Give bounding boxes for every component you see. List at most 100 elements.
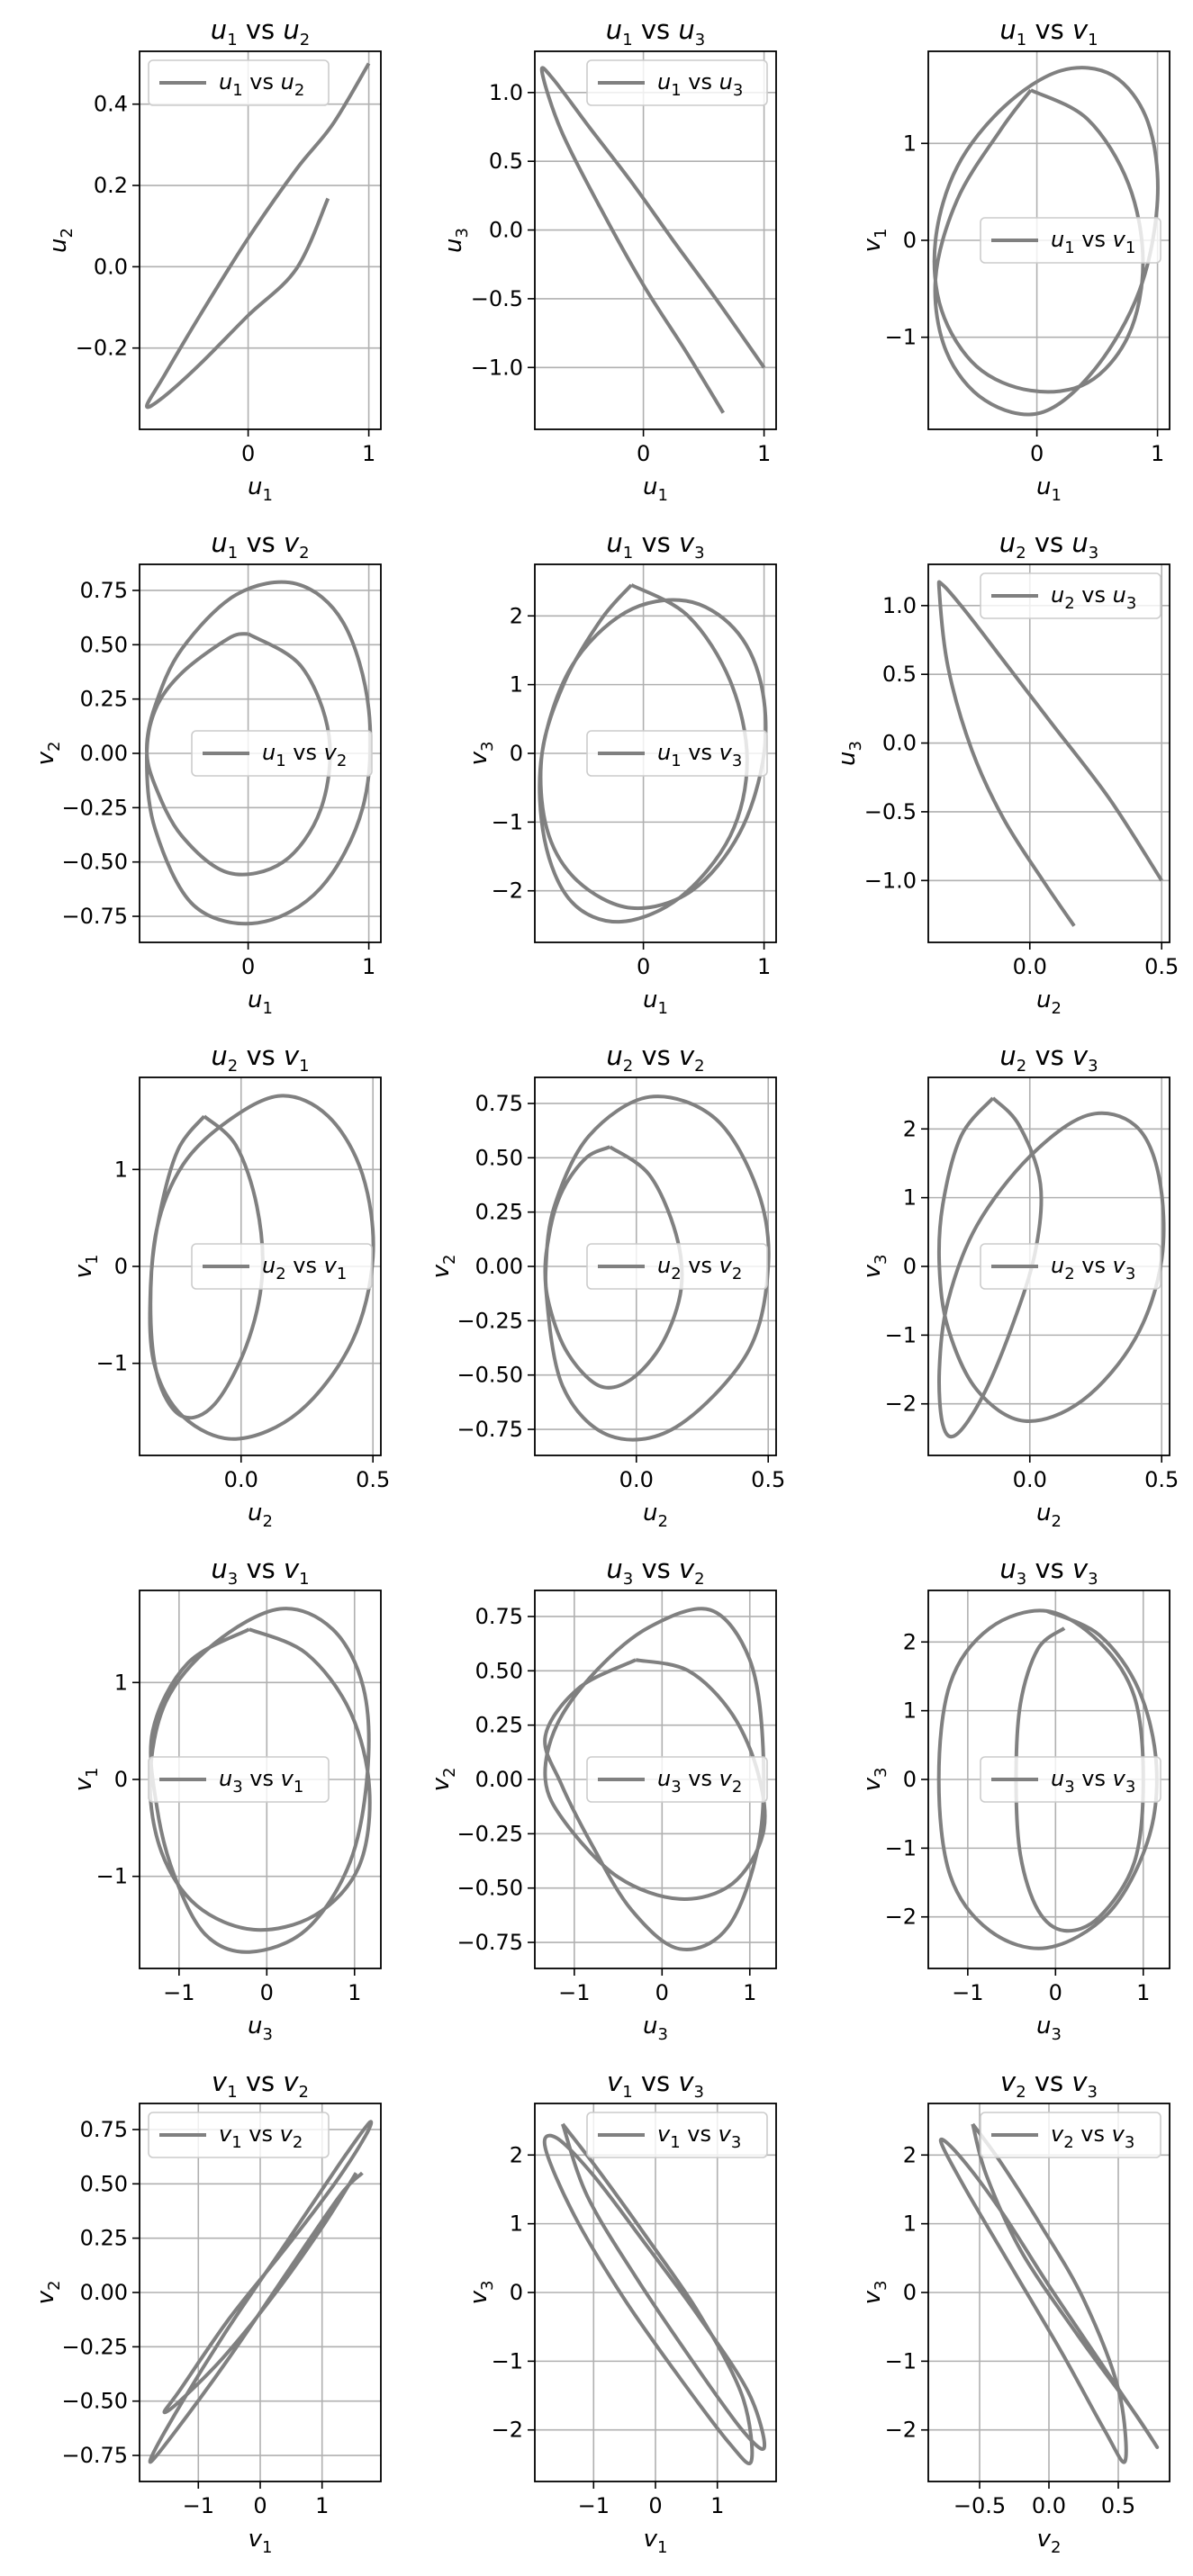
y-tick-label: 1 [903, 1698, 917, 1724]
series-line [538, 583, 768, 924]
x-tick-label: 0.0 [1013, 1467, 1047, 1492]
subplot-u1-u3: 0 1 −1.0 −0.5 0.0 0.5 1.0 u1 vs u3 u1 u3 u1 vs u3 [440, 14, 777, 505]
y-tick-label: 1 [903, 1185, 917, 1211]
y-tick-label: 0.00 [475, 1254, 523, 1279]
x-axis-label: u1 [248, 986, 273, 1018]
x-tick-label: 0 [260, 1980, 274, 2005]
y-tick-label: −1 [885, 2348, 917, 2373]
x-tick-label: 0.0 [224, 1467, 258, 1492]
y-tick-label: −0.5 [471, 286, 523, 311]
series-line [539, 66, 766, 414]
x-axis-label: u3 [248, 2013, 273, 2044]
y-tick-label: 0.75 [80, 2117, 128, 2142]
y-tick-label: 0.25 [80, 687, 128, 712]
x-tick-label: 1 [757, 954, 771, 979]
legend: u2 vs v2 [586, 1243, 768, 1290]
y-axis-label: v3 [859, 2281, 890, 2305]
subplot-u3-v1: −1 0 1 −1 0 1 u3 vs v1 u3 v1 u3 vs v1 [70, 1554, 382, 2044]
y-tick-label: −0.25 [456, 1821, 523, 1846]
y-tick-label: 0.5 [489, 149, 523, 174]
y-tick-label: 2 [903, 1116, 917, 1141]
legend: u2 vs v1 [191, 1243, 373, 1290]
series-line [936, 1096, 1166, 1439]
y-tick-label: −0.25 [456, 1308, 523, 1333]
y-tick-label: −0.5 [864, 799, 917, 824]
x-tick-label: −0.5 [953, 2493, 1006, 2518]
y-tick-label: 1 [114, 1157, 128, 1182]
subplot-u1-v3: 0 1 −2 −1 0 1 2 u1 vs v3 u1 v3 u1 vs v3 [465, 527, 777, 1018]
y-tick-label: 2 [510, 2142, 523, 2167]
x-tick-label: 0.5 [1101, 2493, 1135, 2518]
y-tick-label: 0 [903, 228, 917, 253]
y-axis-label: v2 [428, 1768, 459, 1792]
y-tick-label: −0.75 [456, 1417, 523, 1442]
x-axis-label: u2 [1036, 986, 1062, 1018]
y-tick-label: −0.50 [456, 1876, 523, 1901]
legend-label: u2 vs v2 [657, 1253, 742, 1283]
x-tick-label: 0 [241, 441, 255, 466]
y-tick-label: 1 [510, 672, 523, 698]
subplot-u1-v1: 0 1 −1 0 1 u1 vs v1 u1 v1 u1 vs v1 [859, 14, 1170, 505]
legend-box [586, 730, 768, 777]
subplot-u3-v3: −1 0 1 −2 −1 0 1 2 u3 vs v3 u3 v3 u3 vs v3 [859, 1554, 1170, 2044]
subplot-title: u2 vs v2 [606, 1040, 704, 1076]
legend-box [980, 1243, 1161, 1290]
legend-box [148, 1756, 330, 1803]
y-tick-label: 2 [903, 2142, 917, 2167]
y-tick-label: −2 [885, 1392, 917, 1417]
y-axis-label: v1 [859, 229, 890, 253]
y-tick-label: −2 [885, 2418, 917, 2443]
series-line [938, 2122, 1160, 2464]
y-tick-label: 0.0 [94, 254, 128, 279]
subplot-u1-u2: 0 1 −0.2 0.0 0.2 0.4 u1 vs u2 u1 u2 u1 vs u2 [45, 14, 382, 505]
subplot-title: u2 vs v1 [211, 1040, 309, 1076]
legend-box [586, 59, 768, 106]
y-tick-label: 0.50 [475, 1658, 523, 1683]
legend: u2 vs v3 [980, 1243, 1161, 1290]
subplot-v1-v3: −1 0 1 −2 −1 0 1 2 v1 vs v3 v1 v3 v1 vs v3 [465, 2067, 777, 2557]
x-tick-label: 0.0 [1013, 954, 1047, 979]
legend-box [980, 217, 1161, 264]
x-tick-label: 1 [743, 1980, 756, 2005]
x-tick-label: 1 [757, 441, 771, 466]
axes-frame [139, 50, 382, 430]
y-tick-label: 0 [114, 1767, 128, 1792]
y-tick-label: 0 [903, 1254, 917, 1279]
series-line [148, 1607, 372, 1954]
x-tick-label: 1 [348, 1980, 361, 2005]
y-tick-label: 0.25 [475, 1200, 523, 1225]
y-tick-label: −2 [885, 1905, 917, 1930]
y-tick-label: −1 [492, 809, 523, 834]
x-tick-label: 0 [655, 1980, 669, 2005]
x-axis-label: u2 [643, 1500, 668, 1531]
series-line [543, 1607, 767, 1951]
subplot-title: u1 vs v3 [606, 527, 704, 563]
legend: u3 vs v3 [980, 1756, 1161, 1803]
x-tick-label: 1 [362, 441, 375, 466]
x-tick-label: 1 [315, 2493, 329, 2518]
x-tick-label: 0 [637, 441, 650, 466]
legend-label: v1 vs v3 [657, 2121, 741, 2152]
y-tick-label: 1 [114, 1670, 128, 1695]
x-axis-label: u3 [643, 2013, 668, 2044]
x-tick-label: −1 [163, 1980, 194, 2005]
legend-box [980, 1756, 1161, 1803]
y-tick-label: 2 [510, 603, 523, 628]
series-line [148, 2120, 374, 2464]
y-tick-label: 1.0 [489, 80, 523, 105]
subplot-title: u1 vs u3 [606, 14, 705, 50]
legend-label: u2 vs u3 [1051, 582, 1136, 613]
x-tick-label: 1 [1136, 1980, 1150, 2005]
y-tick-label: 0.0 [882, 731, 917, 756]
legend-label: v1 vs v2 [219, 2121, 303, 2152]
y-tick-label: 0 [510, 2280, 523, 2305]
legend-box [586, 1756, 768, 1803]
x-axis-label: u2 [1036, 1500, 1062, 1531]
subplot-title: v1 vs v2 [212, 2067, 309, 2102]
legend: u1 vs u3 [586, 59, 768, 106]
x-axis-label: u1 [248, 473, 273, 505]
subplot-u2-u3: 0.0 0.5 −1.0 −0.5 0.0 0.5 1.0 u2 vs u3 u2 u3 u2 vs… [834, 527, 1179, 1018]
series-line [148, 1094, 375, 1441]
legend-label: u3 vs v2 [657, 1766, 742, 1797]
y-tick-label: 0.00 [80, 2280, 128, 2305]
